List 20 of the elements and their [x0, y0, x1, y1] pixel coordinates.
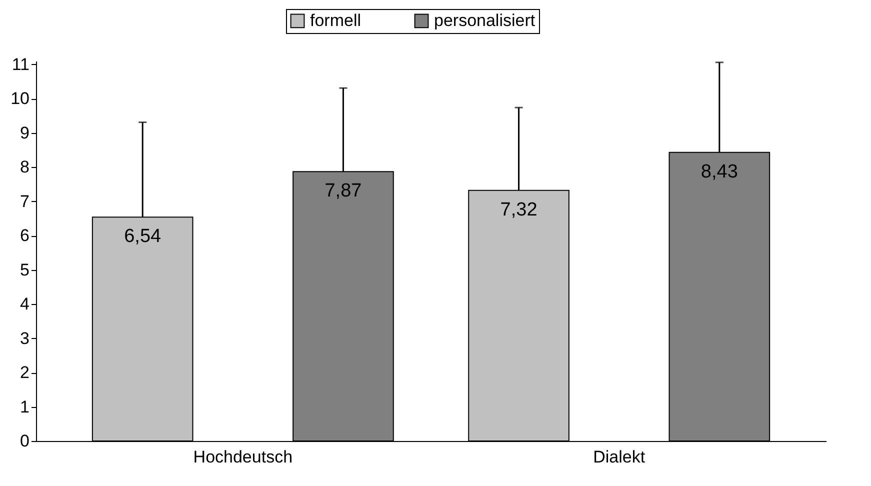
y-tick-label: 6 — [20, 226, 30, 246]
y-tick-label: 5 — [20, 260, 30, 280]
data-label: 7,87 — [324, 180, 362, 202]
y-tick-label: 9 — [20, 123, 30, 142]
y-tick-label: 10 — [10, 89, 30, 108]
y-tick-label: 4 — [20, 294, 30, 314]
y-tick-label: 7 — [20, 192, 30, 211]
x-tick-label: Hochdeutsch — [193, 448, 293, 466]
x-tick-label: Dialekt — [593, 448, 646, 466]
data-label: 7,32 — [500, 199, 538, 220]
y-tick-label: 2 — [20, 363, 30, 382]
y-tick-label: 1 — [20, 397, 30, 416]
data-label: 6,54 — [124, 226, 162, 248]
legend-label: personalisiert — [434, 10, 536, 30]
data-label: 8,43 — [700, 161, 738, 182]
y-tick-label: 8 — [20, 158, 30, 177]
y-tick-label: 0 — [20, 432, 30, 450]
y-tick-label: 3 — [20, 328, 30, 348]
y-tick-label: 11 — [12, 54, 30, 74]
legend-label: formell — [310, 10, 362, 30]
